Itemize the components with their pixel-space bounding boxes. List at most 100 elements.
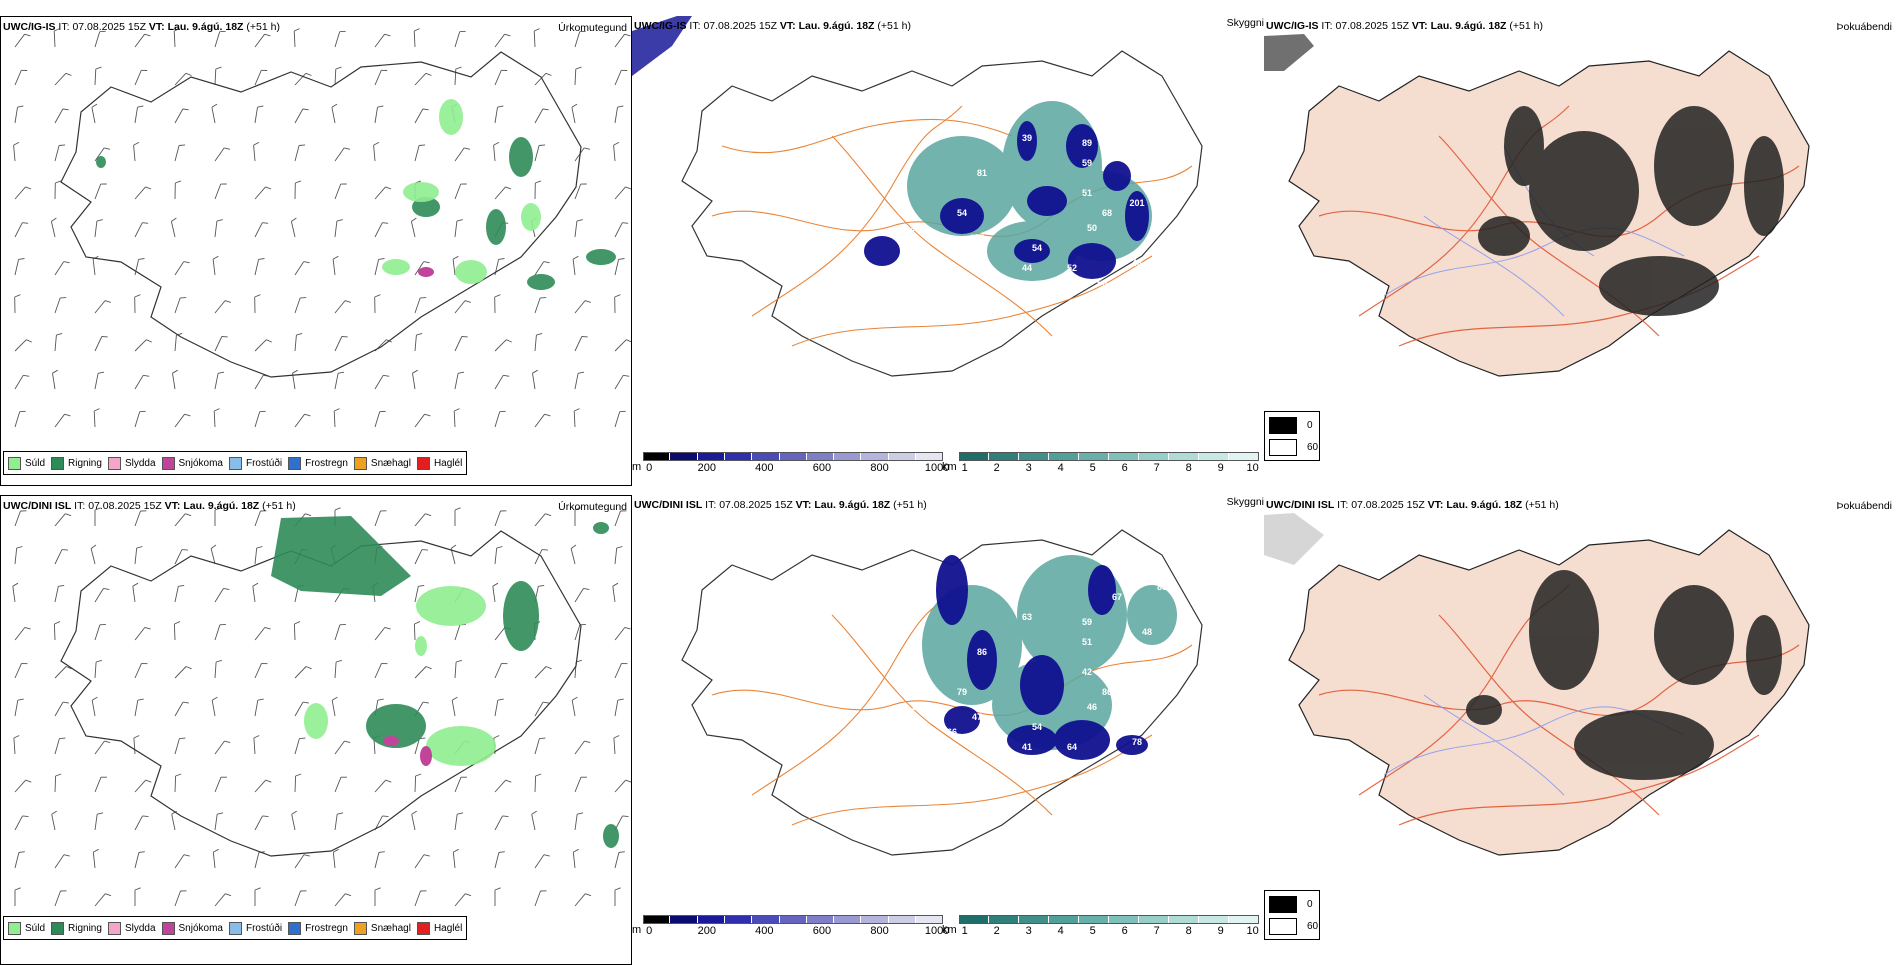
wind-barb (135, 34, 145, 47)
wind-barb (572, 700, 575, 716)
wind-barb (495, 548, 497, 564)
wind-barb-flag (334, 409, 339, 411)
legend-label: 60 (1307, 442, 1318, 453)
wind-barb (455, 894, 465, 906)
wind-barb (575, 894, 585, 906)
wind-barb-flag (14, 142, 19, 145)
cloud-base-value: 63 (1022, 612, 1032, 622)
wind-barb-flag (412, 811, 417, 814)
wind-barb (455, 373, 458, 389)
wind-barb (615, 780, 626, 792)
wind-barb-flag (419, 145, 425, 146)
wind-barb (415, 298, 420, 313)
wind-barb-flag (26, 780, 32, 782)
wind-barb-flag (546, 667, 552, 669)
wind-barb-flag (534, 29, 539, 31)
legend-swatch (354, 922, 367, 935)
wind-barb-flag (18, 106, 24, 107)
wind-barb-flag (26, 340, 32, 342)
wind-barb-flag (138, 106, 144, 107)
colorbar-unit: km (942, 461, 957, 473)
wind-barb-flag (498, 699, 504, 700)
wind-barb-flag (63, 109, 69, 110)
wind-barb-flag (382, 223, 388, 224)
wind-barb-flag (15, 295, 21, 297)
wind-barb (375, 412, 380, 427)
wind-barb (55, 586, 58, 602)
wind-barb (172, 814, 175, 830)
legend-swatch (51, 457, 64, 470)
wind-barb-flag (139, 259, 145, 260)
wind-barb (135, 340, 146, 351)
wind-barb-flag (425, 414, 431, 416)
wind-barb (415, 667, 426, 679)
wind-barb-flag (19, 852, 25, 853)
wind-barb (335, 221, 337, 237)
wind-barb (414, 624, 415, 640)
wind-barb-flag (386, 187, 392, 189)
legend-label: Snjókoma (179, 458, 223, 469)
legend-label: Slydda (125, 923, 156, 934)
wind-barb-flag (336, 67, 342, 69)
wind-barb-flag (614, 142, 619, 145)
wind-barb-flag (615, 295, 621, 297)
colorbar-tick: 3 (1026, 462, 1032, 474)
wind-barb-flag (337, 220, 343, 222)
colorbar-tick: 3 (1026, 925, 1032, 937)
wind-barb (51, 221, 55, 237)
wind-barb (174, 31, 175, 47)
wind-barb-flag (374, 142, 379, 145)
wind-barb-flag (143, 375, 149, 376)
wind-barb-flag (97, 813, 103, 814)
wind-barb (15, 375, 23, 389)
wind-barb-flag (497, 547, 503, 549)
wind-barb-flag (59, 145, 65, 146)
legend-label: Rigning (68, 458, 102, 469)
wind-barb (135, 107, 138, 123)
wind-barb (215, 184, 221, 199)
wind-barb (615, 627, 625, 640)
wind-barb (15, 511, 21, 526)
run-header: UWC/DINI ISL IT: 07.08.2025 15Z VT: Lau.… (634, 499, 927, 511)
fog-panel-row2: UWC/DINI ISL IT: 07.08.2025 15Z VT: Lau.… (1264, 495, 1896, 965)
wind-barb-flag (573, 256, 578, 259)
wind-barb-flag (255, 888, 261, 890)
wind-barb (455, 662, 456, 678)
wind-barb (415, 550, 422, 564)
wind-barb (335, 69, 336, 85)
colorbar-tick: 1 (962, 925, 968, 937)
visibility-title: Skyggni (1227, 496, 1264, 508)
wind-barb (254, 738, 255, 754)
wind-barb-flag (146, 187, 152, 189)
wind-barb-flag (92, 697, 97, 700)
wind-barb (294, 31, 295, 47)
wind-barb-flag (295, 181, 301, 183)
wind-barb-flag (135, 888, 141, 890)
fog-legend-item: 0 (1269, 417, 1313, 434)
wind-barb (135, 511, 141, 526)
wind-barb-flag (506, 780, 512, 782)
wind-barb-flag (571, 545, 576, 549)
legend-label: Frostregn (305, 923, 348, 934)
wind-barb-flag (213, 849, 218, 852)
wind-barb-flag (13, 583, 18, 586)
colorbar-unit: m (632, 461, 641, 473)
wind-barb (135, 853, 139, 869)
wind-barb (415, 73, 426, 85)
wind-barb (493, 586, 495, 602)
wind-barb (215, 588, 224, 602)
wind-barb (55, 891, 61, 906)
legend-label: Snæhagl (371, 458, 411, 469)
wind-barb (13, 586, 15, 602)
precip-legend-item: Slydda (108, 922, 156, 935)
wind-barb (333, 259, 335, 275)
wind-barb-flag (503, 375, 509, 376)
wind-barb-flag (56, 333, 62, 335)
wind-barb-flag (183, 109, 189, 110)
wind-barb-flag (615, 888, 621, 890)
cloud-base-value: 81 (977, 168, 987, 178)
wind-barb (295, 335, 296, 351)
wind-barb (135, 548, 137, 564)
wind-barb-flag (54, 622, 60, 624)
